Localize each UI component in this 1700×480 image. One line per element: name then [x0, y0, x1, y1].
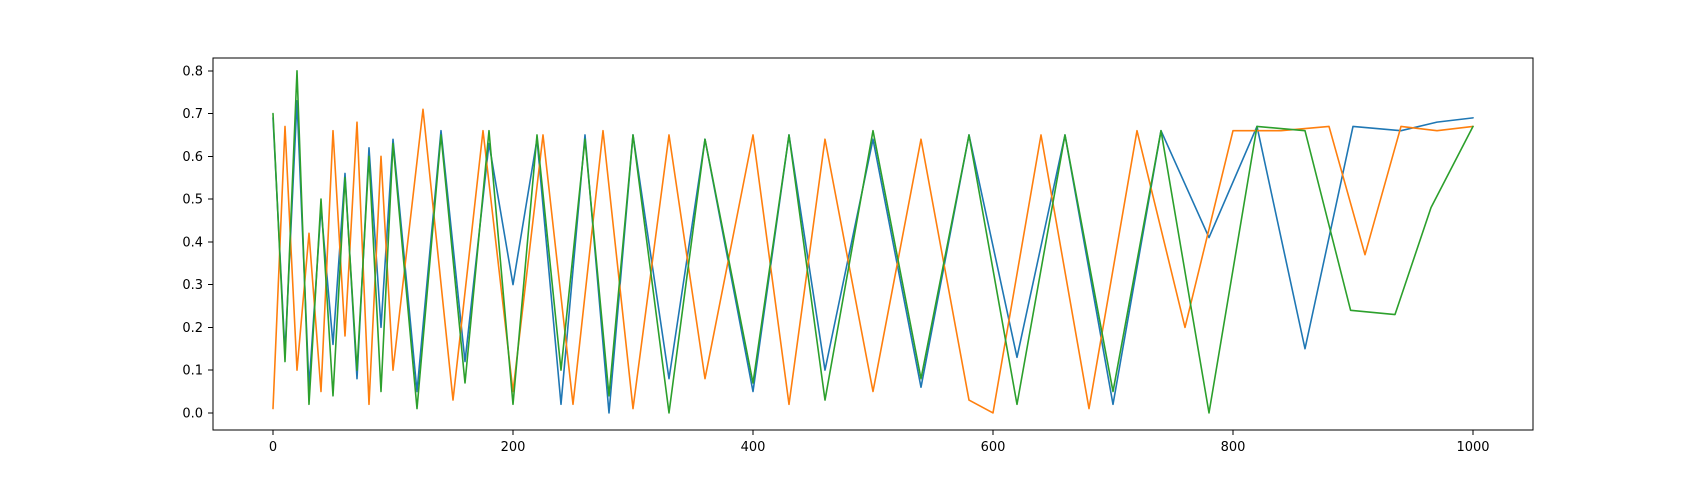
x-axis: 0 200 400 600 800 1000 — [269, 430, 1490, 455]
series-layer — [272, 70, 1474, 414]
y-tick-label: 0.3 — [182, 278, 203, 293]
y-tick-label: 0.1 — [182, 364, 203, 379]
y-tick-label: 0.5 — [182, 193, 203, 208]
y-tick-label: 0.2 — [182, 321, 203, 336]
x-tick-label: 800 — [1221, 440, 1246, 455]
y-tick-label: 0.8 — [182, 64, 203, 79]
x-tick-label: 400 — [741, 440, 766, 455]
x-tick-label: 200 — [501, 440, 526, 455]
y-tick-label: 0.4 — [182, 235, 203, 250]
x-tick-label: 0 — [269, 440, 277, 455]
y-tick-label: 0.7 — [182, 107, 203, 122]
y-axis: 0.0 0.1 0.2 0.3 0.4 0.5 0.6 0.7 0.8 — [182, 64, 213, 421]
x-tick-label: 1000 — [1456, 440, 1489, 455]
plot-frame — [212, 57, 1534, 431]
x-tick-label: 600 — [981, 440, 1006, 455]
y-tick-label: 0.0 — [182, 406, 203, 421]
series-line-2 — [272, 108, 1474, 414]
y-tick-label: 0.6 — [182, 150, 203, 165]
series-line-3 — [272, 70, 1474, 414]
